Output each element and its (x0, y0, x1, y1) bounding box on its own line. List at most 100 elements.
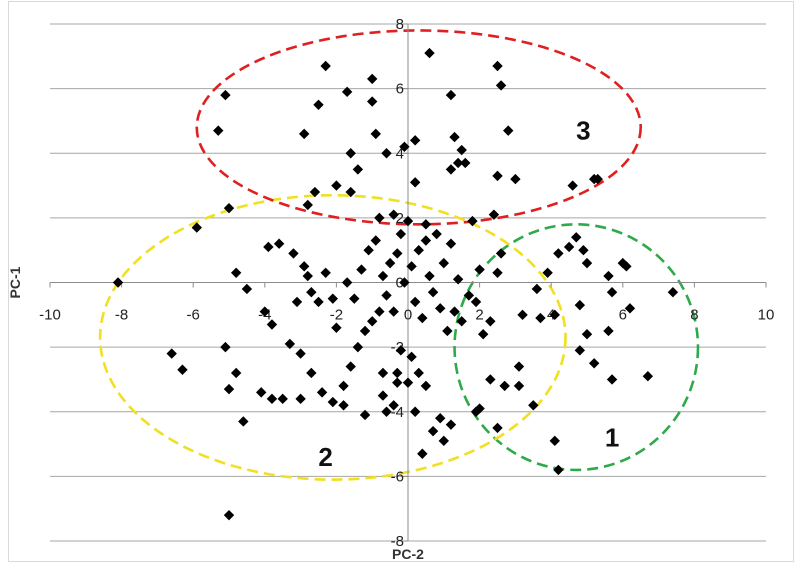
data-point (517, 309, 528, 321)
data-point (381, 148, 392, 159)
x-tick-label: -8 (115, 307, 128, 324)
data-point (374, 306, 385, 317)
data-point (298, 261, 310, 272)
data-point (345, 148, 356, 159)
data-point (513, 361, 525, 372)
data-point (166, 348, 177, 359)
data-point (266, 319, 278, 330)
data-point (273, 238, 285, 249)
data-point (238, 416, 249, 427)
data-point (392, 377, 403, 388)
data-point (230, 267, 242, 279)
data-point (306, 286, 317, 298)
data-point (359, 409, 371, 421)
data-point (399, 277, 410, 288)
x-axis-title: PC-2 (392, 546, 424, 562)
data-point (485, 374, 496, 385)
data-point (642, 371, 654, 382)
data-point (395, 228, 407, 240)
data-point (442, 325, 453, 337)
data-point (617, 257, 628, 269)
data-point (388, 209, 399, 220)
x-tick-label: -2 (330, 307, 343, 324)
data-point (409, 135, 421, 146)
data-point (420, 235, 432, 246)
data-point (409, 406, 421, 417)
x-tick-label: 8 (690, 307, 698, 324)
data-point (445, 164, 457, 175)
data-point (392, 367, 403, 379)
data-point (277, 393, 288, 405)
data-point (298, 128, 310, 140)
data-point (549, 435, 560, 447)
x-tick-label: 2 (475, 307, 483, 324)
data-point (345, 361, 356, 372)
data-point (549, 309, 560, 321)
data-point (288, 248, 299, 259)
x-tick-label: 10 (758, 307, 775, 324)
data-point (621, 261, 632, 272)
data-point (427, 425, 439, 437)
data-point (327, 396, 339, 408)
data-point (256, 387, 267, 398)
data-point (338, 400, 349, 411)
data-point (381, 290, 392, 301)
data-point (352, 341, 364, 353)
data-point (574, 345, 586, 356)
data-point (603, 325, 614, 337)
y-tick-label: -6 (391, 468, 404, 485)
data-point (377, 270, 389, 282)
data-point (435, 413, 446, 424)
data-point (492, 422, 503, 434)
data-point (223, 202, 235, 214)
data-point (449, 306, 460, 317)
data-point (191, 222, 202, 233)
data-point (553, 464, 564, 476)
data-point (388, 400, 399, 411)
data-point (112, 277, 124, 288)
data-point (313, 99, 324, 110)
data-point (492, 170, 503, 182)
data-point (485, 316, 496, 327)
data-point (316, 387, 328, 398)
y-axis-title: PC-1 (7, 266, 23, 298)
data-point (263, 241, 274, 253)
data-point (309, 186, 321, 198)
data-point (284, 338, 296, 350)
data-point (313, 296, 324, 308)
data-point (449, 131, 460, 143)
data-point (445, 238, 457, 249)
data-point (413, 367, 424, 379)
data-point (291, 296, 303, 308)
data-point (266, 393, 278, 405)
data-point (513, 380, 525, 392)
data-point (438, 435, 449, 447)
cluster-label-3: 3 (576, 116, 590, 146)
data-point (470, 406, 482, 417)
cluster-ellipse-1 (453, 223, 700, 472)
data-point (406, 261, 417, 272)
data-point (320, 60, 331, 72)
data-point (370, 128, 381, 140)
data-points (112, 47, 679, 521)
data-point (377, 367, 389, 379)
cluster-label-1: 1 (605, 423, 619, 453)
x-tick-label: 6 (619, 307, 627, 324)
data-point (578, 244, 589, 256)
data-point (535, 312, 546, 324)
data-point (377, 390, 389, 401)
data-point (331, 180, 342, 191)
data-point (395, 345, 407, 356)
y-tick-label: 6 (396, 81, 404, 98)
data-point (363, 244, 374, 256)
data-point (456, 316, 467, 327)
data-point (223, 509, 235, 521)
data-point (574, 299, 586, 311)
y-tick-label: 4 (396, 145, 404, 162)
cluster-labels: 1 2 3 (318, 116, 619, 472)
data-point (435, 303, 446, 314)
data-point (445, 419, 457, 430)
data-point (420, 380, 432, 392)
cluster-label-2: 2 (318, 442, 332, 472)
